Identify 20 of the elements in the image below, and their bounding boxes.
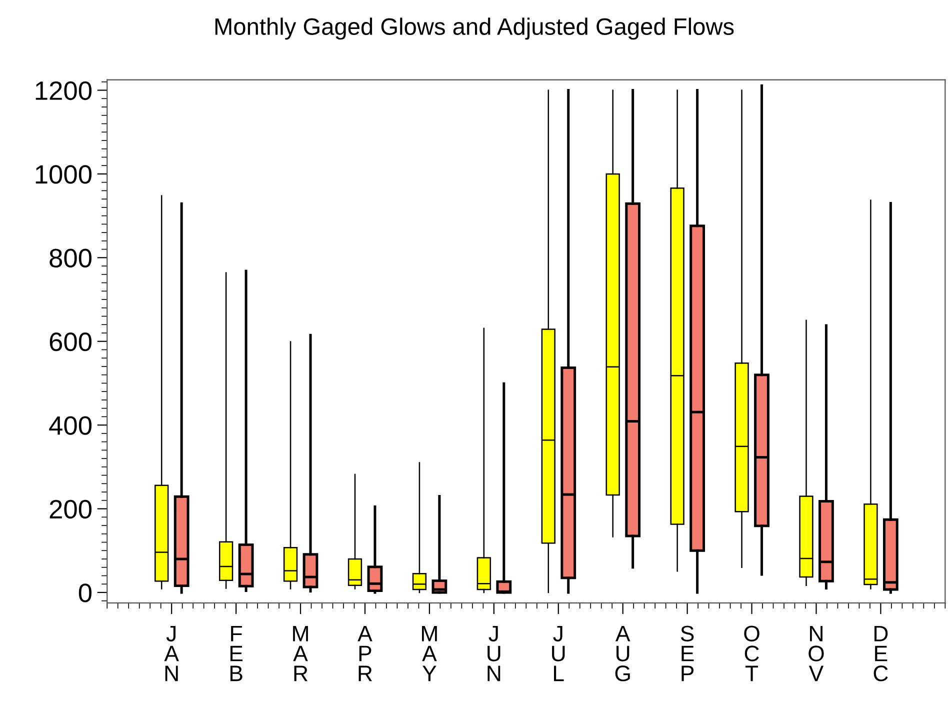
chart-title: Monthly Gaged Glows and Adjusted Gaged Flows <box>215 18 734 40</box>
x-tick-label: A U G <box>615 626 630 682</box>
x-tick-label: D E C <box>874 626 888 682</box>
x-tick-label: A P R <box>358 626 372 682</box>
y-tick-label: 800 <box>50 248 92 268</box>
y-tick-label: 400 <box>49 416 92 435</box>
x-tick-label: N O V <box>808 626 824 682</box>
x-tick-label: M A R <box>293 626 308 682</box>
x-tick-label: J A N <box>164 626 179 682</box>
y-tick-label: 600 <box>50 332 92 352</box>
x-tick-label: S E P <box>680 626 694 682</box>
x-tick-label: F E B <box>230 626 243 682</box>
x-tick-label: J U L <box>552 626 565 682</box>
x-tick-label: M A Y <box>422 626 437 682</box>
x-tick-label: J U N <box>488 626 500 682</box>
y-tick-label: 0 <box>78 584 92 602</box>
y-tick-label: 200 <box>50 500 92 519</box>
x-tick-label: O C T <box>744 626 760 682</box>
y-tick-label: 1000 <box>36 165 92 184</box>
y-tick-label: 1200 <box>36 81 92 100</box>
